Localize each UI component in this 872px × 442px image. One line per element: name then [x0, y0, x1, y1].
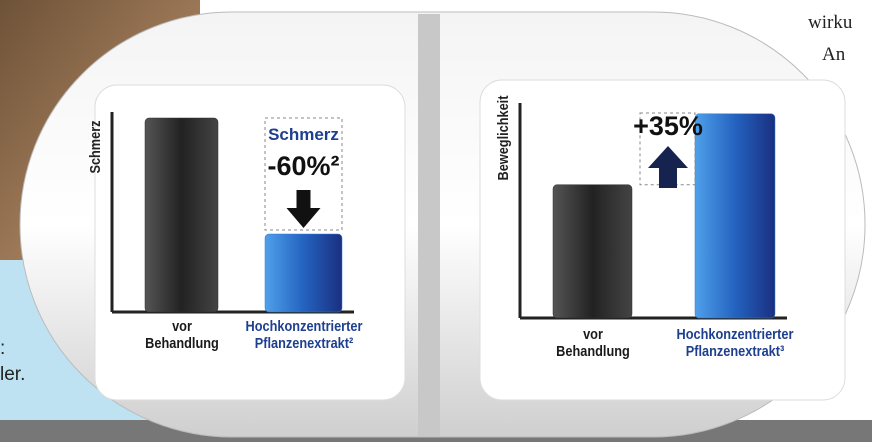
bar [145, 118, 218, 312]
x-tick-label: vor Behandlung [139, 318, 224, 352]
annotation-text: +35% [633, 111, 703, 141]
panel [95, 85, 405, 400]
bar [695, 114, 775, 318]
side-text: An [822, 44, 845, 66]
x-tick-label: vor Behandlung [550, 326, 635, 360]
x-tick-label: Hochkonzentrierter Pflanzenextrakt² [223, 318, 385, 352]
y-axis-label: Schmerz [86, 120, 103, 173]
side-text: wirku [808, 12, 852, 34]
y-axis-label: Beweglichkeit [494, 95, 511, 180]
bar [553, 185, 632, 318]
x-tick-label: Hochkonzentrierter Pflanzenextrakt³ [654, 326, 816, 360]
annotation-text: -60%² [267, 151, 339, 181]
side-text: ler. [0, 364, 25, 386]
bar [265, 234, 342, 312]
side-text: : [0, 338, 5, 360]
page: Schmerz Schmerz -60%² Beweglichkeit +35% wir… [0, 0, 872, 442]
pill-divider [418, 14, 440, 436]
pill-graphic: Schmerz Schmerz -60%² Beweglichkeit +35% [0, 0, 872, 442]
annotation-title: Schmerz [268, 125, 339, 144]
